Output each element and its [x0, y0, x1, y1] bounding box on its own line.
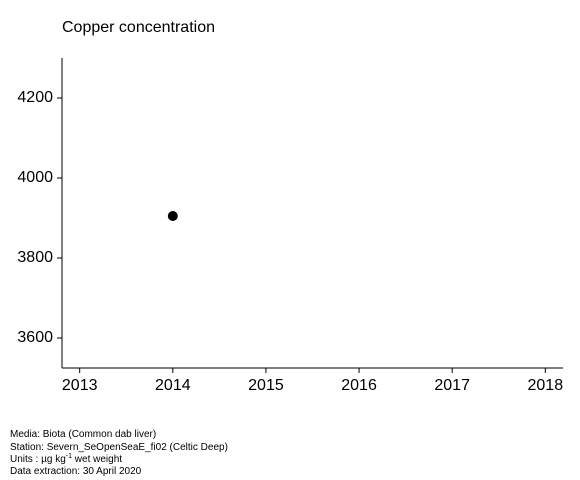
- chart-title: Copper concentration: [62, 19, 215, 36]
- footer-units: Units : µg kg-1 wet weight: [10, 453, 122, 465]
- x-tick-label: 2015: [248, 377, 284, 394]
- y-tick-label: 4000: [17, 169, 53, 186]
- x-tick-label: 2018: [528, 377, 564, 394]
- footer-extraction: Data extraction: 30 April 2020: [10, 466, 142, 477]
- footer-station: Station: Severn_SeOpenSeaE_fi02 (Celtic …: [10, 442, 228, 453]
- point: [167, 211, 178, 221]
- y-tick-label: 3600: [17, 329, 53, 346]
- units-sup: -1: [66, 453, 72, 460]
- units-rest: wet weight: [72, 454, 122, 465]
- x-tick-label: 2017: [434, 377, 470, 394]
- x-tick-label: 2016: [341, 377, 377, 394]
- y-tick-label: 4200: [17, 89, 53, 106]
- y-tick-label: 3800: [17, 249, 53, 266]
- units: Units : µg kg: [10, 454, 66, 465]
- x-tick-label: 2013: [62, 377, 98, 394]
- footer-media: Media: Biota (Common dab liver): [10, 429, 156, 440]
- x-tick-label: 2014: [155, 377, 191, 394]
